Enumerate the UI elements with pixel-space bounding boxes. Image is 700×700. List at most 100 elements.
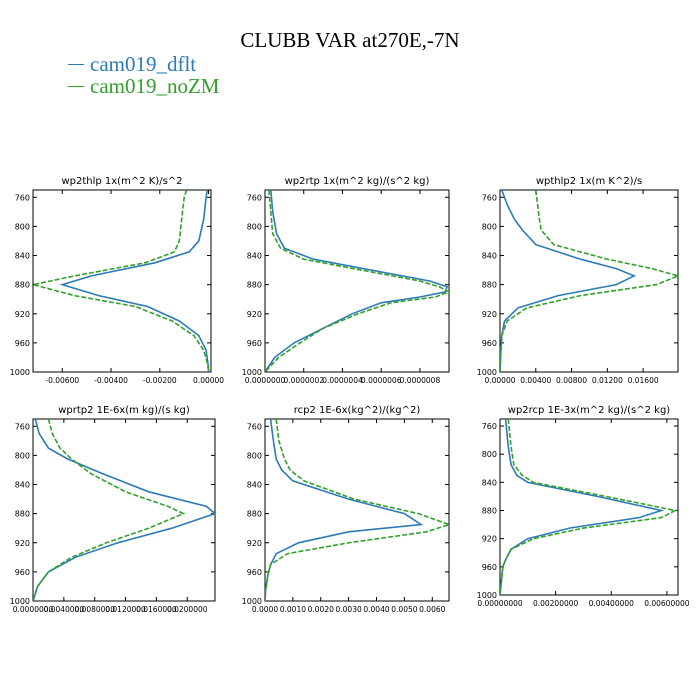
y-tick-label: 960 (15, 568, 30, 577)
y-tick-label: 920 (247, 539, 262, 548)
legend-item-nozm: cam019_noZM (68, 74, 219, 99)
y-tick-label: 840 (247, 481, 262, 490)
plot-frame (264, 418, 450, 602)
x-tick-label: 0.0030 (336, 605, 362, 614)
series-line-nozm (265, 419, 449, 601)
y-tick-label: 840 (247, 252, 262, 261)
y-tick-label: 880 (247, 281, 262, 290)
y-tick-label: 880 (482, 281, 497, 290)
y-tick-label: 920 (15, 310, 30, 319)
x-tick-label: 0.00400 (520, 376, 551, 385)
x-tick-label: -0.00200 (143, 376, 177, 385)
y-tick-label: 920 (482, 535, 497, 544)
x-tick-label: 0.00200000 (533, 599, 579, 608)
subplot-6: wp2rcp 1E-3x(m^2 kg)/(s^2 kg) 760 800 840 88… (477, 405, 690, 608)
x-tick-label: -0.00600 (45, 376, 79, 385)
series-line-dflt (265, 190, 449, 372)
x-tick-label: 0.0000000 (13, 605, 54, 614)
y-tick-label: 1000 (477, 368, 497, 377)
y-tick-label: 760 (247, 422, 262, 431)
plot-frame (264, 189, 450, 373)
legend-item-dflt: cam019_dflt (68, 52, 196, 77)
x-tick-label: 0.0020 (308, 605, 334, 614)
y-tick-label: 800 (15, 222, 30, 231)
y-tick-label: 960 (247, 568, 262, 577)
subplot-title: wp2rcp 1E-3x(m^2 kg)/(s^2 kg) (508, 405, 671, 416)
subplot-title: wpthlp2 1x(m K^2)/s (536, 176, 642, 187)
plot-frame (32, 189, 212, 373)
series-line-nozm (33, 419, 186, 601)
y-tick-label: 800 (482, 450, 497, 459)
y-tick-label: 840 (482, 252, 497, 261)
x-tick-label: 0.00400000 (589, 599, 635, 608)
y-tick-label: 880 (15, 510, 30, 519)
y-tick-label: 920 (247, 310, 262, 319)
series-line-dflt (59, 190, 210, 372)
plot-frame (499, 189, 679, 373)
y-tick-label: 1000 (10, 368, 30, 377)
x-tick-label: 0.0000006 (361, 376, 402, 385)
y-tick-label: 1000 (477, 591, 497, 600)
y-tick-label: 800 (15, 451, 30, 460)
x-tick-label: 0.01600 (628, 376, 659, 385)
subplot-3: wpthlp2 1x(m K^2)/s 760 800 840 880 920 960 100… (477, 176, 679, 385)
x-tick-label: -0.00400 (94, 376, 128, 385)
y-tick-label: 760 (247, 193, 262, 202)
x-tick-label: 0.0000000 (245, 376, 286, 385)
y-tick-label: 840 (15, 252, 30, 261)
subplot-title: wp2thlp 1x(m^2 K)/s^2 (61, 176, 182, 187)
x-tick-label: 0.01200 (592, 376, 623, 385)
x-tick-label: 0.0000004 (322, 376, 363, 385)
x-tick-label: 0.0060 (419, 605, 445, 614)
legend-swatch-nozm (68, 86, 84, 87)
x-tick-label: 0.0000 (252, 605, 278, 614)
series-line-nozm (500, 190, 678, 372)
x-tick-label: 0.0040000 (44, 605, 85, 614)
y-tick-label: 880 (15, 281, 30, 290)
y-tick-label: 960 (15, 339, 30, 348)
subplot-1: wp2thlp 1x(m^2 K)/s^2 760 800 840 880 920 960 1… (10, 176, 225, 385)
x-tick-label: 0.00800 (556, 376, 587, 385)
x-tick-label: 0.00000 (193, 376, 224, 385)
y-tick-label: 1000 (10, 597, 30, 606)
y-tick-label: 960 (482, 339, 497, 348)
x-tick-label: 0.00000 (484, 376, 515, 385)
series-line-dflt (500, 190, 637, 372)
subplot-title: rcp2 1E-6x(kg^2)/(kg^2) (294, 405, 421, 416)
y-tick-label: 880 (482, 507, 497, 516)
x-tick-label: 0.0010 (280, 605, 306, 614)
x-tick-label: 0.0120000 (105, 605, 146, 614)
x-tick-label: 0.0200000 (167, 605, 208, 614)
series-line-dflt (500, 419, 665, 595)
legend-swatch-dflt (68, 64, 84, 65)
y-tick-label: 760 (15, 422, 30, 431)
subplot-5: rcp2 1E-6x(kg^2)/(kg^2) 760 800 840 880 920 96… (242, 405, 450, 614)
y-tick-label: 760 (482, 193, 497, 202)
y-tick-label: 880 (247, 510, 262, 519)
y-tick-label: 800 (247, 222, 262, 231)
series-line-dflt (33, 419, 215, 601)
y-tick-label: 760 (482, 422, 497, 431)
x-tick-label: 0.0160000 (136, 605, 177, 614)
subplot-4: wprtp2 1E-6x(m kg)/(s kg) 760 800 840 880 920… (10, 405, 216, 614)
x-tick-label: 0.0000008 (400, 376, 441, 385)
legend-label-dflt: cam019_dflt (90, 52, 197, 76)
x-tick-label: 0.00000000 (477, 599, 523, 608)
subplot-title: wprtp2 1E-6x(m kg)/(s kg) (58, 405, 190, 416)
x-tick-label: 0.0000002 (283, 376, 324, 385)
x-tick-label: 0.0040 (363, 605, 389, 614)
plot-frame (32, 418, 216, 602)
y-tick-label: 1000 (242, 597, 262, 606)
y-tick-label: 840 (15, 481, 30, 490)
plot-frame (499, 418, 679, 596)
x-tick-label: 0.00600000 (644, 599, 690, 608)
y-tick-label: 1000 (242, 368, 262, 377)
subplot-title: wp2rtp 1x(m^2 kg)/(s^2 kg) (285, 176, 430, 187)
y-tick-label: 960 (482, 563, 497, 572)
x-tick-label: 0.0050 (391, 605, 417, 614)
figure-title: CLUBB VAR at270E,-7N (240, 28, 460, 52)
series-line-nozm (500, 419, 678, 595)
y-tick-label: 800 (247, 451, 262, 460)
series-line-nozm (265, 190, 449, 372)
